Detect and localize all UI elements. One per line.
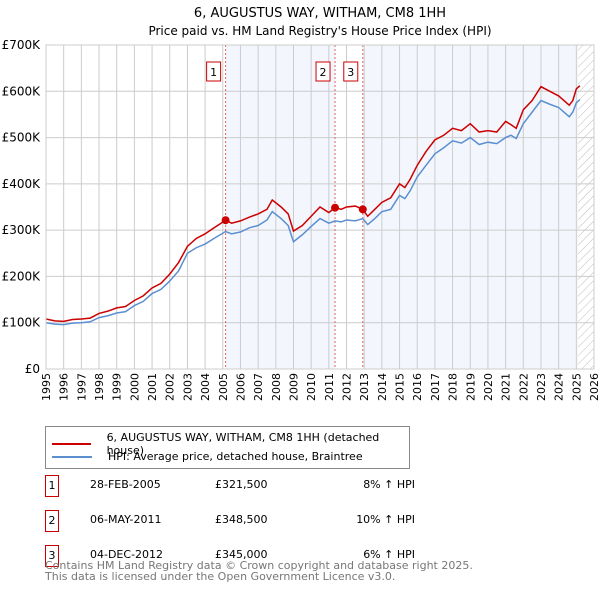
y-tick-label: £600K (2, 84, 42, 98)
x-tick-label: 1995 (40, 373, 53, 401)
sale-date: 28-FEB-2005 (90, 478, 161, 491)
x-tick-label: 2025 (570, 373, 583, 401)
y-tick-label: £700K (2, 38, 42, 52)
y-tick-label: £500K (2, 131, 42, 145)
x-tick-label: 2021 (500, 373, 513, 401)
sale-number: 2 (45, 510, 59, 532)
sale-label-box (206, 61, 222, 82)
x-tick-label: 2022 (517, 373, 530, 401)
x-tick-label: 2014 (376, 373, 389, 401)
x-tick-label: 2005 (217, 373, 230, 401)
x-tick-label: 2023 (535, 373, 548, 401)
x-tick-label: 2018 (447, 373, 460, 401)
x-tick-label: 2015 (394, 373, 407, 401)
x-tick-label: 2019 (464, 373, 477, 401)
legend-item-property: 6, AUGUSTUS WAY, WITHAM, CM8 1HH (detach… (52, 431, 409, 457)
x-tick-label: 2024 (553, 373, 566, 401)
x-tick-label: 2004 (199, 373, 212, 401)
x-tick-label: 2000 (128, 373, 141, 401)
x-tick-label: 2017 (429, 373, 442, 401)
sale-hpi-change: 8% ↑ HPI (363, 478, 415, 491)
x-tick-label: 2002 (164, 373, 177, 401)
sale-hpi-change: 6% ↑ HPI (363, 548, 415, 561)
y-tick-label: £300K (2, 223, 42, 237)
x-tick-label: 2016 (411, 373, 424, 401)
sale-label: 2 (320, 66, 327, 79)
sale-label: 3 (347, 66, 354, 79)
sale-date: 04-DEC-2012 (90, 548, 164, 561)
forecast-hatch (578, 45, 594, 369)
x-tick-label: 1998 (93, 373, 106, 401)
sale-number: 1 (45, 475, 59, 497)
y-tick-label: £100K (2, 316, 42, 330)
sale-number: 3 (45, 545, 59, 567)
blue-line-swatch (52, 455, 92, 458)
sale-price: £321,500 (215, 478, 268, 491)
legend-item-hpi: HPI: Average price, detached house, Brai… (52, 450, 363, 463)
sale-label-box (343, 61, 359, 82)
plot-frame (45, 44, 595, 370)
sale-hpi-change: 10% ↑ HPI (356, 513, 415, 526)
x-tick-label: 2010 (305, 373, 318, 401)
legend-label-property: 6, AUGUSTUS WAY, WITHAM, CM8 1HH (detach… (106, 431, 380, 457)
legend: 6, AUGUSTUS WAY, WITHAM, CM8 1HH (detach… (45, 426, 410, 469)
price-chart: 6, AUGUSTUS WAY, WITHAM, CM8 1HH Price p… (2, 6, 600, 401)
sale-date: 06-MAY-2011 (90, 513, 162, 526)
x-tick-label: 2011 (323, 373, 336, 401)
x-tick-label: 2001 (146, 373, 159, 401)
x-tick-label: 2008 (270, 373, 283, 401)
red-line-swatch (52, 443, 91, 445)
sale-price: £345,000 (215, 548, 268, 561)
x-tick-label: 2009 (287, 373, 300, 401)
sale-label-box (315, 61, 331, 82)
x-tick-label: 2020 (482, 373, 495, 401)
sale-point (358, 205, 367, 214)
sale-point (221, 216, 230, 225)
x-tick-label: 2013 (358, 373, 371, 401)
footer: Contains HM Land Registry data © Crown c… (45, 560, 473, 582)
x-tick-label: 2006 (234, 373, 247, 401)
x-tick-label: 1997 (75, 373, 88, 401)
x-tick-label: 1999 (111, 373, 124, 401)
legend-label-hpi: HPI: Average price, detached house, Brai… (108, 450, 363, 463)
chart-title: 6, AUGUSTUS WAY, WITHAM, CM8 1HH (194, 6, 446, 21)
series-line (45, 99, 581, 326)
y-tick-label: £200K (2, 269, 42, 283)
x-tick-label: 2012 (341, 373, 354, 401)
y-tick-label: £400K (2, 177, 42, 191)
footer-line-2: This data is licensed under the Open Gov… (45, 570, 396, 583)
x-tick-label: 2026 (588, 373, 600, 401)
x-tick-label: 2003 (181, 373, 194, 401)
chart-subtitle: Price paid vs. HM Land Registry's House … (148, 24, 491, 38)
sale-point (331, 203, 340, 212)
x-tick-label: 1996 (58, 373, 71, 401)
y-tick-label: £0 (25, 362, 40, 376)
footer-line-1: Contains HM Land Registry data © Crown c… (45, 559, 473, 572)
sale-price: £348,500 (215, 513, 268, 526)
sale-label: 1 (210, 66, 217, 79)
x-tick-label: 2007 (252, 373, 265, 401)
